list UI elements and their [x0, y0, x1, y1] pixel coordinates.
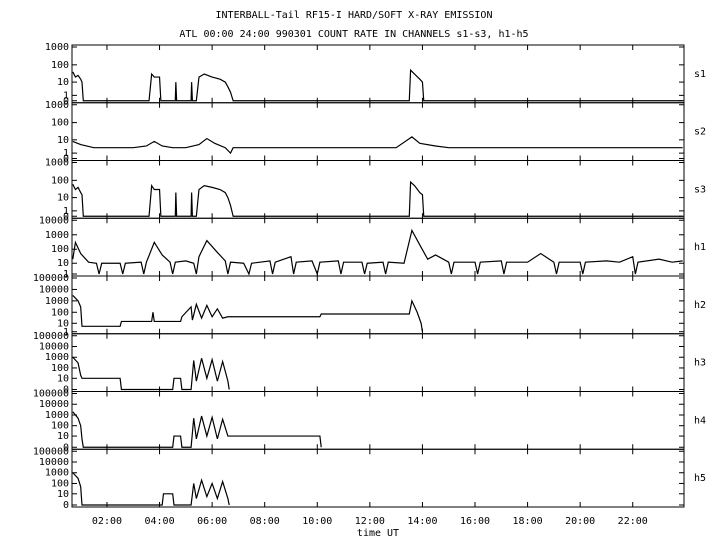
x-tick-label: 06:00 [197, 516, 227, 527]
y-tick-label: 1000 [45, 100, 69, 111]
series-label: h1 [694, 242, 706, 253]
y-tick-label: 1 [63, 206, 69, 217]
data-line [72, 295, 424, 332]
y-tick-label: 100000 [33, 331, 69, 342]
series-label: s3 [694, 184, 706, 195]
data-line [72, 180, 683, 217]
series-label: h5 [694, 473, 706, 484]
y-tick-label: 1 [63, 90, 69, 101]
panel-frame [71, 391, 685, 450]
y-tick-label: 1000 [45, 410, 69, 421]
x-tick-label: 14:00 [407, 516, 437, 527]
y-tick-label: 10 [57, 373, 69, 384]
data-line [72, 136, 683, 155]
y-tick-label: 10 [57, 258, 69, 269]
series-label: s1 [694, 69, 706, 80]
y-tick-label: 10000 [39, 215, 69, 226]
y-tick-label: 1000 [45, 158, 69, 169]
panel-frame [71, 275, 685, 335]
y-tick-label: 1000 [45, 230, 69, 241]
y-tick-label: 100 [51, 421, 69, 432]
y-tick-label: 0 [63, 96, 69, 107]
y-tick-label: 100 [51, 175, 69, 186]
y-tick-label: 100000 [33, 273, 69, 284]
y-tick-label: 100 [51, 478, 69, 489]
y-tick-label: 10 [57, 193, 69, 204]
y-tick-label: 100 [51, 60, 69, 71]
series-label: h3 [694, 358, 706, 369]
x-tick-label: 02:00 [92, 516, 122, 527]
x-tick-label: 22:00 [618, 516, 648, 527]
panel-frame [71, 333, 685, 392]
panel-frame [71, 160, 685, 219]
y-tick-label: 10 [57, 77, 69, 88]
y-tick-label: 100 [51, 307, 69, 318]
series-label: h4 [694, 415, 706, 426]
y-tick-label: 10000 [39, 457, 69, 468]
y-tick-label: 1000 [45, 468, 69, 479]
panel-frame [71, 44, 685, 104]
x-tick-label: 16:00 [460, 516, 490, 527]
y-tick-label: 1 [63, 269, 69, 280]
y-tick-label: 1000 [45, 296, 69, 307]
y-tick-label: 0 [63, 385, 69, 396]
y-tick-label: 0 [63, 500, 69, 511]
y-tick-label: 1000 [45, 352, 69, 363]
series-label: h2 [694, 300, 706, 311]
y-tick-label: 10000 [39, 341, 69, 352]
y-tick-label: 10000 [39, 399, 69, 410]
y-tick-label: 1000 [45, 42, 69, 53]
x-tick-label: 04:00 [144, 516, 174, 527]
x-tick-label: 10:00 [302, 516, 332, 527]
y-tick-label: 10 [57, 431, 69, 442]
data-line [72, 472, 230, 506]
data-line [72, 356, 230, 391]
y-tick-label: 10000 [39, 284, 69, 295]
y-tick-label: 10 [57, 318, 69, 329]
y-tick-label: 10 [57, 135, 69, 146]
data-line [72, 228, 683, 277]
y-tick-label: 100 [51, 118, 69, 129]
x-tick-label: 20:00 [565, 516, 595, 527]
x-tick-label: 08:00 [250, 516, 280, 527]
chart-title: INTERBALL-Tail RF15-I HARD/SOFT X-RAY EM… [216, 10, 493, 21]
y-tick-label: 100000 [33, 446, 69, 457]
series-label: s2 [694, 127, 706, 138]
y-tick-label: 100 [51, 363, 69, 374]
panel-frame [71, 448, 685, 508]
data-line [72, 411, 322, 448]
x-tick-label: 18:00 [513, 516, 543, 527]
y-tick-label: 1 [63, 327, 69, 338]
chart-subtitle: ATL 00:00 24:00 990301 COUNT RATE IN CHA… [179, 29, 528, 40]
y-tick-label: 0 [63, 442, 69, 453]
panel-frame [71, 102, 685, 161]
y-tick-label: 0 [63, 154, 69, 165]
data-line [72, 68, 683, 102]
y-tick-label: 100000 [33, 389, 69, 400]
y-tick-label: 1 [63, 148, 69, 159]
panel-frame [71, 217, 685, 277]
y-tick-label: 10 [57, 489, 69, 500]
x-tick-label: 12:00 [355, 516, 385, 527]
y-tick-label: 100 [51, 244, 69, 255]
y-tick-label: 0 [63, 211, 69, 222]
x-axis-label: time UT [357, 528, 399, 539]
